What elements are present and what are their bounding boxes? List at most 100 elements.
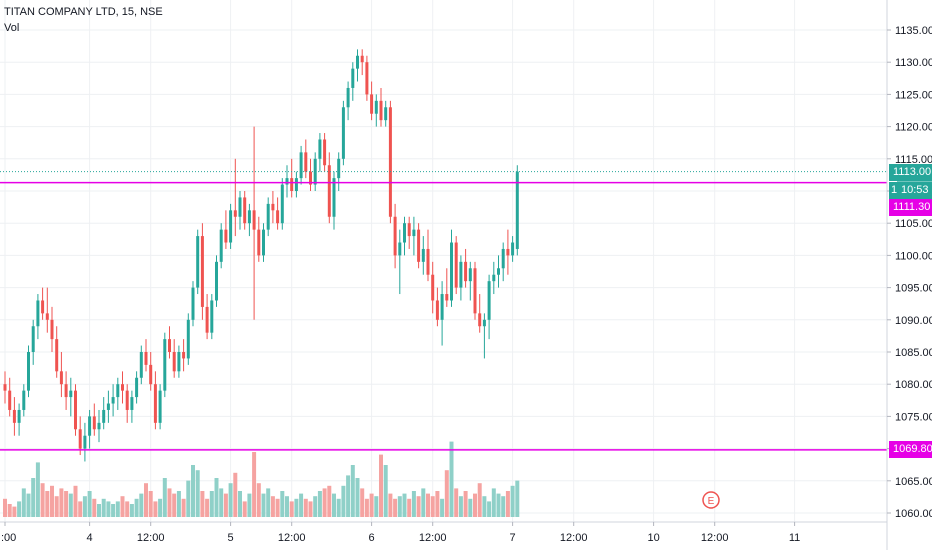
candle-body bbox=[144, 352, 148, 365]
volume-bar bbox=[205, 498, 210, 517]
candle-body bbox=[318, 139, 322, 159]
volume-bar bbox=[266, 488, 271, 517]
volume-bar bbox=[440, 498, 445, 517]
price-tick-label: 1080.00 bbox=[895, 379, 932, 391]
candle-body bbox=[276, 210, 280, 224]
volume-legend-label[interactable]: Vol bbox=[4, 22, 20, 34]
candle-body bbox=[511, 242, 515, 256]
volume-bar bbox=[40, 483, 45, 517]
time-tick-label: 4 bbox=[87, 532, 93, 544]
candle-body bbox=[370, 94, 374, 114]
volume-bar bbox=[449, 441, 454, 517]
candle-body bbox=[464, 261, 468, 282]
time-tick-label: 6 bbox=[369, 532, 375, 544]
candle-body bbox=[191, 287, 195, 320]
volume-bar bbox=[383, 465, 388, 517]
horizontal-level-lines[interactable] bbox=[0, 171, 887, 451]
candle-body bbox=[158, 390, 162, 423]
price-axis[interactable]: 1060.001065.001070.001075.001080.001085.… bbox=[886, 0, 932, 550]
volume-bar bbox=[393, 498, 398, 517]
candle-body bbox=[83, 435, 87, 449]
volume-bar bbox=[411, 491, 416, 517]
earnings-marker-label: E bbox=[708, 496, 715, 507]
level-tag-upper: 1111.30 bbox=[889, 199, 932, 216]
volume-bar bbox=[270, 496, 275, 517]
time-tick-label: 12:00 bbox=[419, 532, 447, 544]
volume-bar bbox=[280, 491, 285, 517]
candle-body bbox=[294, 178, 298, 191]
candle-body bbox=[196, 236, 200, 288]
candle-body bbox=[492, 274, 496, 282]
symbol-title[interactable]: TITAN COMPANY LTD, 15, NSE bbox=[4, 6, 163, 18]
volume-bar bbox=[7, 504, 12, 517]
candle-body bbox=[374, 100, 378, 114]
candle-body bbox=[215, 261, 218, 301]
candle-body bbox=[97, 422, 101, 430]
volume-bar bbox=[12, 506, 17, 517]
price-tick-label: 1125.00 bbox=[895, 89, 932, 101]
candle-body bbox=[36, 300, 40, 327]
volume-bar bbox=[200, 491, 205, 517]
time-tick-label: :00 bbox=[1, 532, 16, 544]
volume-bar bbox=[134, 498, 139, 517]
candle-body bbox=[501, 248, 505, 269]
candle-body bbox=[299, 152, 303, 179]
time-axis[interactable]: :00 4 12:00 5 12:00 6 12:00 7 12:00 10 12:00 11 bbox=[0, 521, 887, 544]
volume-bar bbox=[463, 491, 468, 517]
candle-body bbox=[182, 352, 186, 359]
volume-bar bbox=[416, 496, 421, 517]
candle-body bbox=[346, 87, 350, 108]
candle-body bbox=[69, 390, 73, 398]
earnings-marker[interactable]: E bbox=[702, 491, 720, 509]
volume-bar bbox=[454, 488, 459, 517]
volume-bar bbox=[233, 472, 238, 517]
candle-body bbox=[243, 197, 247, 224]
volume-bar bbox=[336, 498, 341, 517]
volume-bar bbox=[407, 498, 412, 517]
volume-bar bbox=[73, 485, 78, 517]
candle-body bbox=[153, 384, 157, 423]
candle-body bbox=[393, 216, 397, 256]
volume-bar bbox=[153, 501, 158, 517]
chart-legend: TITAN COMPANY LTD, 15, NSE Vol bbox=[4, 4, 163, 36]
candle-body bbox=[398, 242, 402, 256]
volume-bar bbox=[364, 498, 369, 517]
candle-body bbox=[304, 152, 308, 172]
volume-bar bbox=[327, 485, 332, 517]
price-tick-label: 1060.00 bbox=[895, 508, 932, 520]
candle-body bbox=[440, 294, 444, 320]
candle-body bbox=[233, 210, 237, 217]
candle-body bbox=[3, 384, 7, 391]
candle-body bbox=[403, 223, 406, 243]
candle-body bbox=[45, 313, 49, 320]
volume-bar bbox=[186, 480, 191, 517]
volume-bar bbox=[238, 491, 242, 517]
candle-body bbox=[323, 139, 327, 166]
chart-grid bbox=[0, 0, 887, 522]
candle-body bbox=[332, 178, 336, 217]
time-tick-label: 5 bbox=[228, 532, 234, 544]
volume-bar bbox=[299, 493, 304, 517]
candle-body bbox=[482, 319, 486, 327]
volume-bar bbox=[482, 496, 487, 517]
volume-bar bbox=[369, 493, 374, 517]
volume-bar bbox=[172, 493, 177, 517]
earnings-marker-circle[interactable] bbox=[702, 491, 720, 509]
candle-body bbox=[219, 229, 223, 262]
candle-body bbox=[271, 203, 275, 211]
volume-bar bbox=[303, 498, 308, 517]
time-tick-label: 12:00 bbox=[137, 532, 165, 544]
volume-bar bbox=[78, 501, 83, 517]
time-tick-label: 12:00 bbox=[560, 532, 588, 544]
candle-body bbox=[88, 416, 92, 436]
volume-bar bbox=[162, 478, 167, 517]
candle-body bbox=[186, 319, 190, 359]
price-tick-label: 1065.00 bbox=[895, 476, 932, 488]
volume-bar bbox=[275, 498, 280, 517]
time-tick-label: 12:00 bbox=[278, 532, 306, 544]
candle-body bbox=[17, 409, 21, 423]
volume-bar bbox=[115, 501, 120, 517]
volume-bar bbox=[468, 498, 473, 517]
volume-bar bbox=[256, 483, 261, 517]
